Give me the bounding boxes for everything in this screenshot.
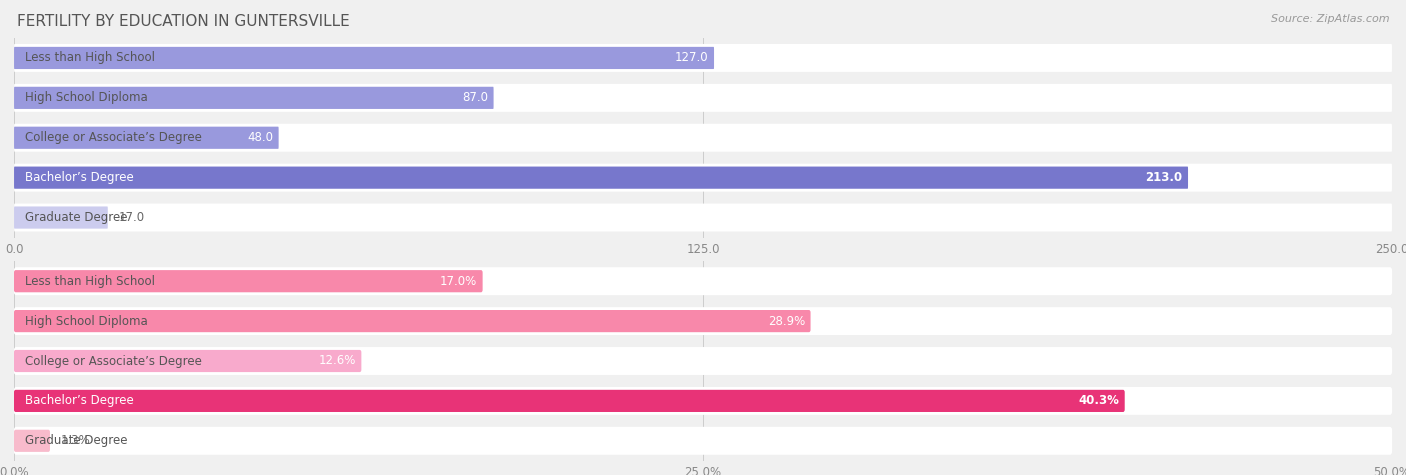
FancyBboxPatch shape <box>14 307 1392 335</box>
FancyBboxPatch shape <box>14 124 1392 152</box>
FancyBboxPatch shape <box>14 347 1392 375</box>
Text: Source: ZipAtlas.com: Source: ZipAtlas.com <box>1271 14 1389 24</box>
Text: Graduate Degree: Graduate Degree <box>25 211 128 224</box>
Text: 28.9%: 28.9% <box>768 314 806 328</box>
Text: 17.0%: 17.0% <box>440 275 477 288</box>
Text: 127.0: 127.0 <box>675 51 709 65</box>
Text: College or Associate’s Degree: College or Associate’s Degree <box>25 354 202 368</box>
Text: 40.3%: 40.3% <box>1078 394 1119 408</box>
Text: 87.0: 87.0 <box>463 91 488 104</box>
Text: College or Associate’s Degree: College or Associate’s Degree <box>25 131 202 144</box>
Text: 12.6%: 12.6% <box>318 354 356 368</box>
FancyBboxPatch shape <box>14 87 494 109</box>
Text: Bachelor’s Degree: Bachelor’s Degree <box>25 171 134 184</box>
Text: Less than High School: Less than High School <box>25 51 155 65</box>
FancyBboxPatch shape <box>14 47 714 69</box>
Text: Bachelor’s Degree: Bachelor’s Degree <box>25 394 134 408</box>
FancyBboxPatch shape <box>14 270 482 292</box>
Text: 1.3%: 1.3% <box>60 434 90 447</box>
FancyBboxPatch shape <box>14 430 51 452</box>
FancyBboxPatch shape <box>14 310 810 332</box>
Text: 17.0: 17.0 <box>118 211 145 224</box>
FancyBboxPatch shape <box>14 427 1392 455</box>
FancyBboxPatch shape <box>14 207 108 228</box>
FancyBboxPatch shape <box>14 167 1188 189</box>
Text: 213.0: 213.0 <box>1146 171 1182 184</box>
Text: High School Diploma: High School Diploma <box>25 91 148 104</box>
Text: Graduate Degree: Graduate Degree <box>25 434 128 447</box>
FancyBboxPatch shape <box>14 84 1392 112</box>
FancyBboxPatch shape <box>14 267 1392 295</box>
Text: 48.0: 48.0 <box>247 131 273 144</box>
Text: FERTILITY BY EDUCATION IN GUNTERSVILLE: FERTILITY BY EDUCATION IN GUNTERSVILLE <box>17 14 350 29</box>
Text: High School Diploma: High School Diploma <box>25 314 148 328</box>
FancyBboxPatch shape <box>14 127 278 149</box>
FancyBboxPatch shape <box>14 390 1125 412</box>
FancyBboxPatch shape <box>14 387 1392 415</box>
Text: Less than High School: Less than High School <box>25 275 155 288</box>
FancyBboxPatch shape <box>14 44 1392 72</box>
FancyBboxPatch shape <box>14 204 1392 231</box>
FancyBboxPatch shape <box>14 350 361 372</box>
FancyBboxPatch shape <box>14 164 1392 191</box>
